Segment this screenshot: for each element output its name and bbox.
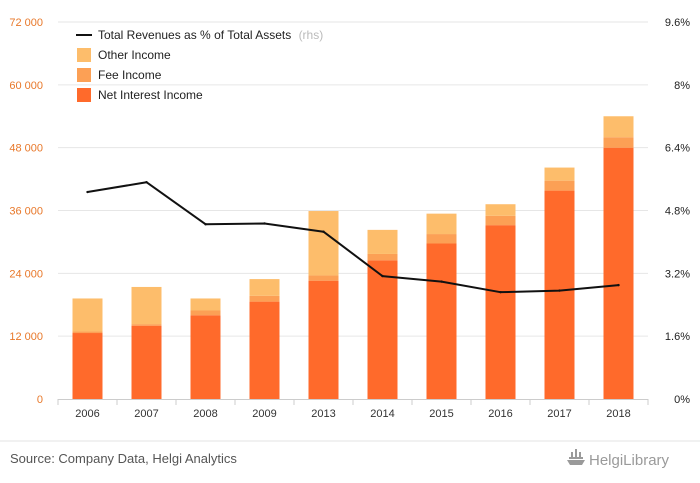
bar-net-interest-income bbox=[485, 225, 516, 399]
bar-other-income bbox=[249, 279, 280, 296]
line-point bbox=[499, 290, 502, 294]
y-right-tick-label: 3.2% bbox=[665, 268, 690, 280]
line-point bbox=[204, 223, 207, 226]
helgi-library-logo: HelgiLibrary bbox=[567, 449, 670, 469]
x-tick-label: 2016 bbox=[488, 408, 512, 420]
x-tick-label: 2009 bbox=[252, 408, 276, 420]
y-right-tick-label: 1.6% bbox=[665, 331, 690, 343]
y-right-tick-label: 4.8% bbox=[665, 206, 690, 218]
line-point bbox=[145, 181, 148, 184]
bar-other-income bbox=[367, 229, 398, 254]
legend-label-other-income: Other Income bbox=[98, 48, 171, 62]
y-left-tick-label: 12 000 bbox=[9, 331, 43, 343]
bar-other-income bbox=[426, 213, 457, 235]
y-left-tick-label: 72 000 bbox=[9, 17, 43, 29]
bar-other-income bbox=[485, 204, 516, 216]
bar-other-income bbox=[72, 298, 103, 332]
bar-fee-income bbox=[249, 295, 280, 302]
legend-line-note: (rhs) bbox=[299, 28, 324, 42]
y-right-tick-label: 6.4% bbox=[665, 143, 690, 155]
bar-net-interest-income bbox=[603, 147, 634, 399]
bar-other-income bbox=[603, 116, 634, 138]
brand-name: HelgiLibrary bbox=[589, 452, 670, 469]
x-tick-label: 2013 bbox=[311, 408, 335, 420]
line-point bbox=[440, 280, 443, 283]
bar-net-interest-income bbox=[190, 315, 221, 399]
legend-label-fee-income: Fee Income bbox=[98, 68, 162, 82]
bar-net-interest-income bbox=[131, 325, 162, 399]
line-point bbox=[617, 283, 620, 287]
bar-other-income bbox=[190, 298, 221, 311]
line-point bbox=[381, 274, 384, 278]
bar-other-income bbox=[308, 211, 339, 276]
bar-net-interest-income bbox=[426, 243, 457, 399]
bar-fee-income bbox=[190, 310, 221, 316]
y-left-tick-label: 24 000 bbox=[9, 268, 43, 280]
bar-net-interest-income bbox=[544, 190, 575, 399]
y-left-tick-label: 36 000 bbox=[9, 206, 43, 218]
y-left-tick-label: 0 bbox=[37, 394, 43, 406]
legend: Total Revenues as % of Total Assets (rhs… bbox=[76, 28, 323, 102]
y-right-tick-label: 9.6% bbox=[665, 17, 690, 29]
line-point bbox=[322, 230, 325, 233]
bar-fee-income bbox=[367, 253, 398, 261]
legend-line-label: Total Revenues as % of Total Assets (rhs… bbox=[98, 28, 323, 42]
bar-other-income bbox=[544, 167, 575, 181]
ship-icon bbox=[567, 449, 585, 465]
legend-label-net-interest-income: Net Interest Income bbox=[98, 88, 203, 102]
line-layer bbox=[86, 181, 620, 294]
legend-swatch-other-income bbox=[77, 48, 91, 62]
bar-net-interest-income bbox=[308, 280, 339, 399]
x-tick-label: 2014 bbox=[370, 408, 394, 420]
y-left-tick-label: 60 000 bbox=[9, 80, 43, 92]
bar-fee-income bbox=[131, 324, 162, 326]
legend-line-name: Total Revenues as % of Total Assets bbox=[98, 28, 291, 42]
y-right-tick-label: 8% bbox=[674, 80, 690, 92]
y-left-tick-label: 48 000 bbox=[9, 143, 43, 155]
legend-swatch-net-interest-income bbox=[77, 88, 91, 102]
x-tick-label: 2006 bbox=[75, 408, 99, 420]
bar-net-interest-income bbox=[249, 301, 280, 399]
bar-fee-income bbox=[544, 180, 575, 191]
bars-layer bbox=[72, 116, 634, 399]
bar-other-income bbox=[131, 286, 162, 325]
source-note: Source: Company Data, Helgi Analytics bbox=[10, 451, 237, 466]
axes-layer: 0 0% 12 000 1.6% 24 000 3.2% 36 000 4.8% 48 000 6… bbox=[9, 17, 690, 420]
bar-fee-income bbox=[603, 137, 634, 148]
bar-fee-income bbox=[308, 275, 339, 281]
line-point bbox=[558, 289, 561, 292]
legend-swatch-fee-income bbox=[77, 68, 91, 82]
x-tick-label: 2008 bbox=[193, 408, 217, 420]
x-tick-label: 2015 bbox=[429, 408, 453, 420]
bar-net-interest-income bbox=[367, 260, 398, 399]
bar-net-interest-income bbox=[72, 333, 103, 399]
bar-fee-income bbox=[72, 331, 103, 334]
x-tick-label: 2018 bbox=[606, 408, 630, 420]
x-tick-label: 2017 bbox=[547, 408, 571, 420]
line-point bbox=[86, 190, 89, 194]
bar-fee-income bbox=[485, 215, 516, 226]
bar-fee-income bbox=[426, 234, 457, 244]
y-right-tick-label: 0% bbox=[674, 394, 690, 406]
x-tick-label: 2007 bbox=[134, 408, 158, 420]
line-point bbox=[263, 222, 266, 225]
line-total-revenues-pct-assets bbox=[87, 181, 619, 294]
